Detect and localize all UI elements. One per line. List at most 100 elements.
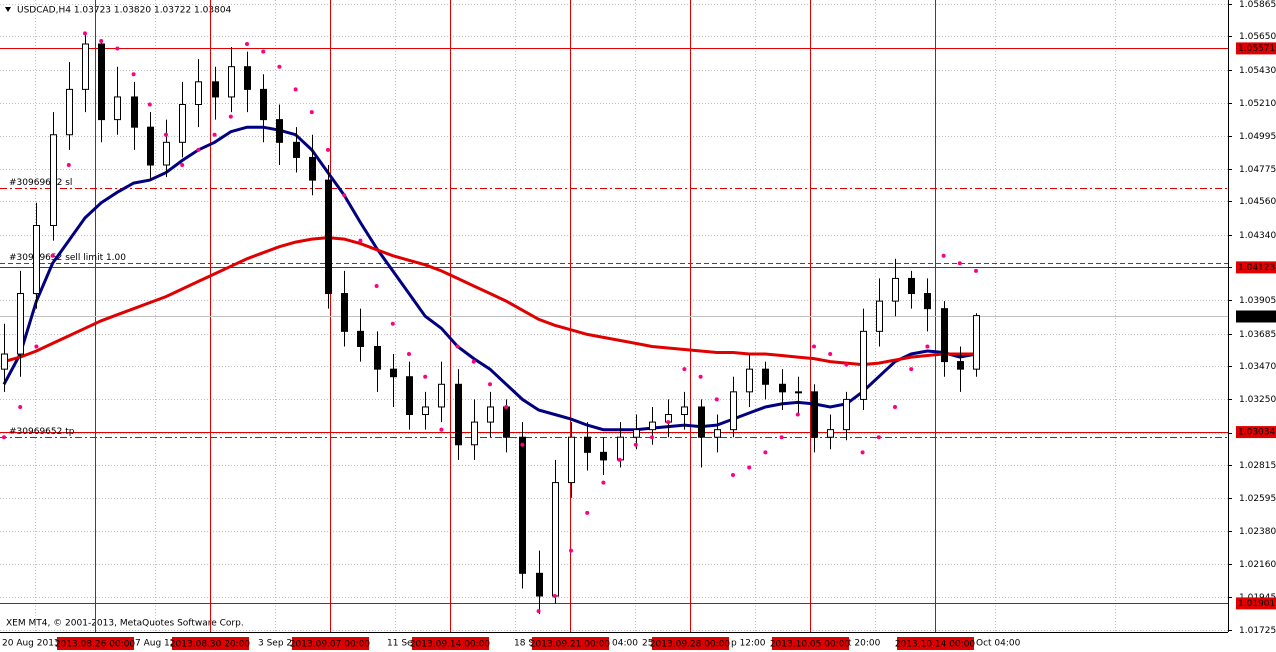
sar-dot <box>488 382 492 387</box>
time-marker-label: 2013.09.28 00:00 <box>650 640 731 650</box>
candle-body <box>584 436 591 453</box>
level-label: 1.04123 <box>1238 263 1275 273</box>
order-label: #30969652 sl <box>9 178 72 188</box>
sar-dot <box>293 87 298 92</box>
sar-dot <box>974 268 978 273</box>
candle-body <box>66 88 73 136</box>
candle-body <box>762 368 769 385</box>
sar-dot <box>569 548 573 553</box>
candle-body <box>681 406 688 416</box>
copyright: XEM MT4, © 2001-2013, MetaQuotes Softwar… <box>6 619 244 629</box>
x-tick-label: 18 S <box>514 639 534 649</box>
x-tick-label: Oct 04:00 <box>976 639 1021 649</box>
x-tick-label: 04:00 <box>612 639 638 649</box>
candle-body <box>649 421 656 431</box>
y-tick-label: 1.05210 <box>1239 99 1276 109</box>
candle-body <box>487 406 494 423</box>
candle-body <box>114 96 121 121</box>
sar-dot <box>876 435 881 440</box>
sar-dot <box>779 435 784 440</box>
sar-dot <box>747 465 752 470</box>
time-marker-label: 2013.09.14 00:00 <box>410 640 491 650</box>
y-tick-label: 1.02380 <box>1239 527 1276 537</box>
sar-dot <box>812 344 816 349</box>
sar-dot <box>957 261 962 266</box>
sar-dot <box>245 42 249 47</box>
sar-dot <box>941 253 946 258</box>
sar-dot <box>585 510 590 515</box>
candle-body <box>471 421 478 446</box>
time-marker-label: 2013.09.21 00:00 <box>530 640 611 650</box>
sar-dot <box>536 609 541 614</box>
sar-dot <box>828 352 833 357</box>
candle-body <box>228 66 235 98</box>
candle-body <box>147 126 154 166</box>
candle-body <box>536 572 543 597</box>
time-marker-label: 2013.08.26 00:00 <box>55 640 136 650</box>
time-marker-label: 2013.10.05 00:00 <box>770 640 851 650</box>
sar-dot <box>309 110 314 115</box>
candle-body <box>390 368 397 378</box>
sar-dot <box>893 404 897 409</box>
time-marker-label: 2013.08.30 20:00 <box>170 640 251 650</box>
candle-body <box>33 224 40 295</box>
sar-dot <box>666 420 671 425</box>
candle-body <box>876 300 883 332</box>
candle-body <box>843 398 850 431</box>
sar-dot <box>617 457 622 462</box>
sar-dot <box>99 38 104 43</box>
sar-dot <box>326 147 330 152</box>
sar-dot <box>504 404 509 409</box>
x-tick-label: 7 Aug 12 <box>135 639 175 649</box>
chart-title: USDCAD,H4 1.03723 1.03820 1.03722 1.0380… <box>17 6 232 16</box>
sar-dot <box>66 162 71 167</box>
sar-dot <box>844 362 849 367</box>
candle-body <box>195 81 202 106</box>
moving-average <box>3 236 976 367</box>
sar-dot <box>147 102 152 107</box>
y-tick-label: 1.03250 <box>1239 395 1276 405</box>
candle-body <box>244 66 251 90</box>
candle-body <box>212 81 219 98</box>
candle-body <box>519 436 526 574</box>
sar-dot <box>83 31 87 36</box>
sar-dot <box>164 132 168 137</box>
candle-body <box>163 141 170 166</box>
sar-dot <box>455 344 460 349</box>
y-tick-label: 1.03905 <box>1239 296 1276 306</box>
candle-body <box>779 383 786 393</box>
sar-dot <box>212 132 217 137</box>
candle-body <box>795 391 802 394</box>
candle-body <box>600 451 607 461</box>
candle-body <box>503 406 510 438</box>
sar-dot <box>714 397 719 402</box>
x-tick-label: 3 Sep 2 <box>258 639 292 649</box>
candle-body <box>973 315 980 370</box>
y-tick-label: 1.05430 <box>1239 66 1276 76</box>
sar-dot <box>909 367 914 372</box>
sar-dot <box>650 435 654 440</box>
candle-body <box>325 179 332 295</box>
sar-dot <box>277 64 282 69</box>
candle-body <box>276 119 283 143</box>
sar-dot <box>18 404 23 409</box>
candle-body <box>892 277 899 302</box>
x-tick-label: 20 Aug 2013 <box>2 639 60 649</box>
x-tick-label: t 20:00 <box>848 639 881 649</box>
sar-dot <box>633 442 638 447</box>
y-tick-label: 1.04340 <box>1239 231 1276 241</box>
sar-dot <box>34 344 39 349</box>
y-tick-label: 1.02595 <box>1239 494 1276 504</box>
sar-dot <box>682 367 687 372</box>
candle-body <box>617 436 624 461</box>
time-marker-label: 2013.10.14 00:00 <box>895 640 976 650</box>
menu-icon <box>5 7 11 12</box>
order-label: #30969652 tp <box>9 427 75 437</box>
level-tag <box>1236 426 1276 439</box>
time-marker-label: 2013.09.07 00:00 <box>290 640 371 650</box>
candle-body <box>455 383 462 446</box>
level-tag <box>1236 261 1276 274</box>
candle-body <box>17 293 24 355</box>
